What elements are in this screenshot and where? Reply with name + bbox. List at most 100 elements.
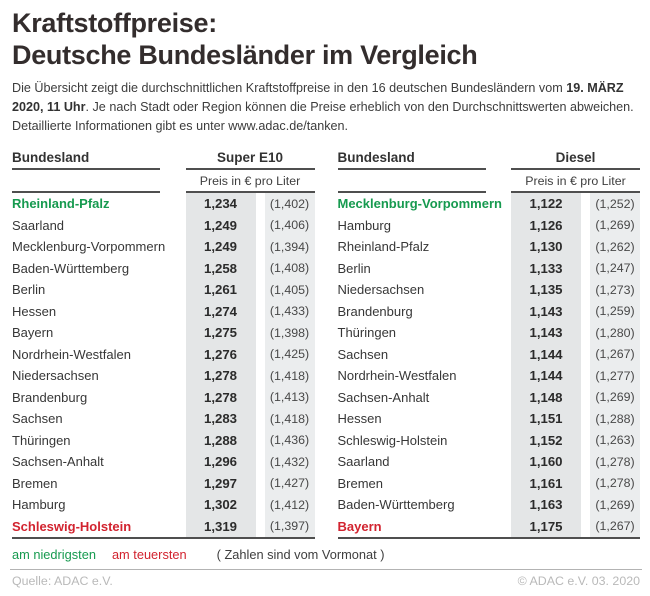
table-row: Hamburg 1,126 (1,269) xyxy=(338,214,640,236)
price-previous: (1,278) xyxy=(590,472,640,494)
price-current: 1,274 xyxy=(185,300,256,322)
state-name: Baden-Württemberg xyxy=(337,497,455,513)
page-title: Kraftstoffpreise: Deutsche Bundesländer … xyxy=(12,8,640,71)
table-row: Saarland 1,160 (1,278) xyxy=(337,450,640,473)
state-name: Sachsen-Anhalt xyxy=(12,454,104,470)
table-row: Sachsen 1,283 (1,418) xyxy=(12,407,315,430)
price-current: 1,297 xyxy=(185,472,256,494)
state-name: Hamburg xyxy=(12,497,66,513)
price-current: 1,283 xyxy=(185,407,256,430)
price-previous: (1,412) xyxy=(264,493,315,516)
table-row: Mecklenburg-Vorpommern 1,122 (1,252) xyxy=(337,192,640,215)
price-current: 1,151 xyxy=(511,407,581,430)
table-row: Nordrhein-Westfalen 1,276 (1,425) xyxy=(12,343,315,365)
price-previous: (1,247) xyxy=(590,257,640,279)
column-header-bundesland: Bundesland xyxy=(12,150,160,170)
table-row: Schleswig-Holstein 1,152 (1,263) xyxy=(338,429,640,451)
price-current: 1,258 xyxy=(185,257,256,279)
column-header-fuel-type: Diesel xyxy=(511,150,640,170)
state-name: Brandenburg xyxy=(12,389,88,405)
legend-note: ( Zahlen sind vom Vormonat ) xyxy=(216,546,385,562)
price-previous: (1,425) xyxy=(264,343,315,365)
state-name: Saarland xyxy=(337,454,390,470)
table-row: Bremen 1,161 (1,278) xyxy=(338,472,640,494)
price-previous: (1,406) xyxy=(264,214,315,236)
price-current: 1,126 xyxy=(511,214,581,236)
price-previous: (1,263) xyxy=(590,429,640,451)
table-row: Thüringen 1,288 (1,436) xyxy=(12,429,315,451)
price-previous: (1,436) xyxy=(264,429,315,451)
price-previous: (1,432) xyxy=(264,450,315,473)
subheader-spacer xyxy=(337,170,486,193)
state-name: Brandenburg xyxy=(337,303,413,319)
state-name: Sachsen xyxy=(12,411,63,427)
legend: am niedrigsten am teuersten ( Zahlen sin… xyxy=(12,547,640,562)
table-row: Berlin 1,261 (1,405) xyxy=(12,278,315,301)
price-previous: (1,398) xyxy=(264,321,315,344)
price-current: 1,296 xyxy=(185,450,256,473)
price-current: 1,234 xyxy=(185,192,256,215)
price-previous: (1,269) xyxy=(590,493,640,516)
price-previous: (1,397) xyxy=(264,515,315,537)
price-current: 1,144 xyxy=(511,364,581,387)
price-current: 1,148 xyxy=(511,386,581,408)
table-row: Thüringen 1,143 (1,280) xyxy=(338,321,640,344)
price-previous: (1,433) xyxy=(264,300,315,322)
price-current: 1,276 xyxy=(185,343,256,365)
price-current: 1,163 xyxy=(511,493,581,516)
price-current: 1,278 xyxy=(185,386,256,408)
column-header-fuel-type: Super E10 xyxy=(185,150,315,170)
page-title-line1: Kraftstoffpreise: xyxy=(12,8,217,38)
state-name: Hessen xyxy=(337,411,382,427)
state-name: Berlin xyxy=(337,260,371,276)
price-current: 1,288 xyxy=(185,429,256,451)
table-row: Rheinland-Pfalz 1,130 (1,262) xyxy=(337,235,640,258)
state-name: Rheinland-Pfalz xyxy=(337,239,430,255)
table-row: Hessen 1,274 (1,433) xyxy=(12,300,315,322)
table-row: Schleswig-Holstein 1,319 (1,397) xyxy=(12,515,315,537)
footer: Quelle: ADAC e.V. © ADAC e.V. 03. 2020 xyxy=(12,574,640,594)
state-name: Saarland xyxy=(12,217,65,233)
state-name: Rheinland-Pfalz xyxy=(12,196,110,212)
price-current: 1,130 xyxy=(511,235,581,258)
price-current: 1,319 xyxy=(185,515,256,537)
price-previous: (1,288) xyxy=(590,407,640,430)
price-previous: (1,252) xyxy=(590,192,640,215)
price-current: 1,152 xyxy=(511,429,581,451)
footer-divider xyxy=(10,568,642,570)
price-current: 1,143 xyxy=(511,300,581,322)
table-row: Niedersachsen 1,135 (1,273) xyxy=(338,278,640,301)
subheader-spacer xyxy=(12,170,160,193)
table-row: Berlin 1,133 (1,247) xyxy=(337,257,640,279)
price-previous: (1,278) xyxy=(590,450,640,473)
state-name: Baden-Württemberg xyxy=(12,260,130,276)
table-row: Baden-Württemberg 1,258 (1,408) xyxy=(12,257,315,279)
price-current: 1,160 xyxy=(511,450,581,473)
intro-text: Die Übersicht zeigt die durchschnittlich… xyxy=(12,81,634,133)
price-previous: (1,280) xyxy=(590,321,640,344)
price-previous: (1,267) xyxy=(590,515,640,537)
column-header-unit: Preis in € pro Liter xyxy=(511,170,640,193)
table-subheader-row: Preis in € pro Liter xyxy=(337,170,640,193)
price-previous: (1,427) xyxy=(264,472,315,494)
state-name: Mecklenburg-Vorpommern xyxy=(12,239,166,255)
table-header-row: Bundesland Diesel xyxy=(337,150,640,170)
price-current: 1,249 xyxy=(185,214,256,236)
price-previous: (1,413) xyxy=(264,386,315,408)
price-previous: (1,408) xyxy=(264,257,315,279)
table-row: Rheinland-Pfalz 1,234 (1,402) xyxy=(12,192,315,215)
price-previous: (1,262) xyxy=(590,235,640,258)
table-body: Mecklenburg-Vorpommern 1,122 (1,252) Hambur… xyxy=(337,192,640,539)
table-row: Brandenburg 1,278 (1,413) xyxy=(12,386,315,408)
state-name: Niedersachsen xyxy=(12,368,99,384)
table-subheader-row: Preis in € pro Liter xyxy=(12,170,315,193)
state-name: Mecklenburg-Vorpommern xyxy=(337,196,502,212)
price-current: 1,122 xyxy=(511,192,581,215)
price-current: 1,144 xyxy=(511,343,581,365)
table-body: Rheinland-Pfalz 1,234 (1,402) Saarland 1,249… xyxy=(12,192,315,539)
price-previous: (1,269) xyxy=(590,386,640,408)
table-row: Bremen 1,297 (1,427) xyxy=(12,472,315,494)
price-current: 1,175 xyxy=(511,515,581,537)
table-row: Bayern 1,175 (1,267) xyxy=(338,515,640,537)
